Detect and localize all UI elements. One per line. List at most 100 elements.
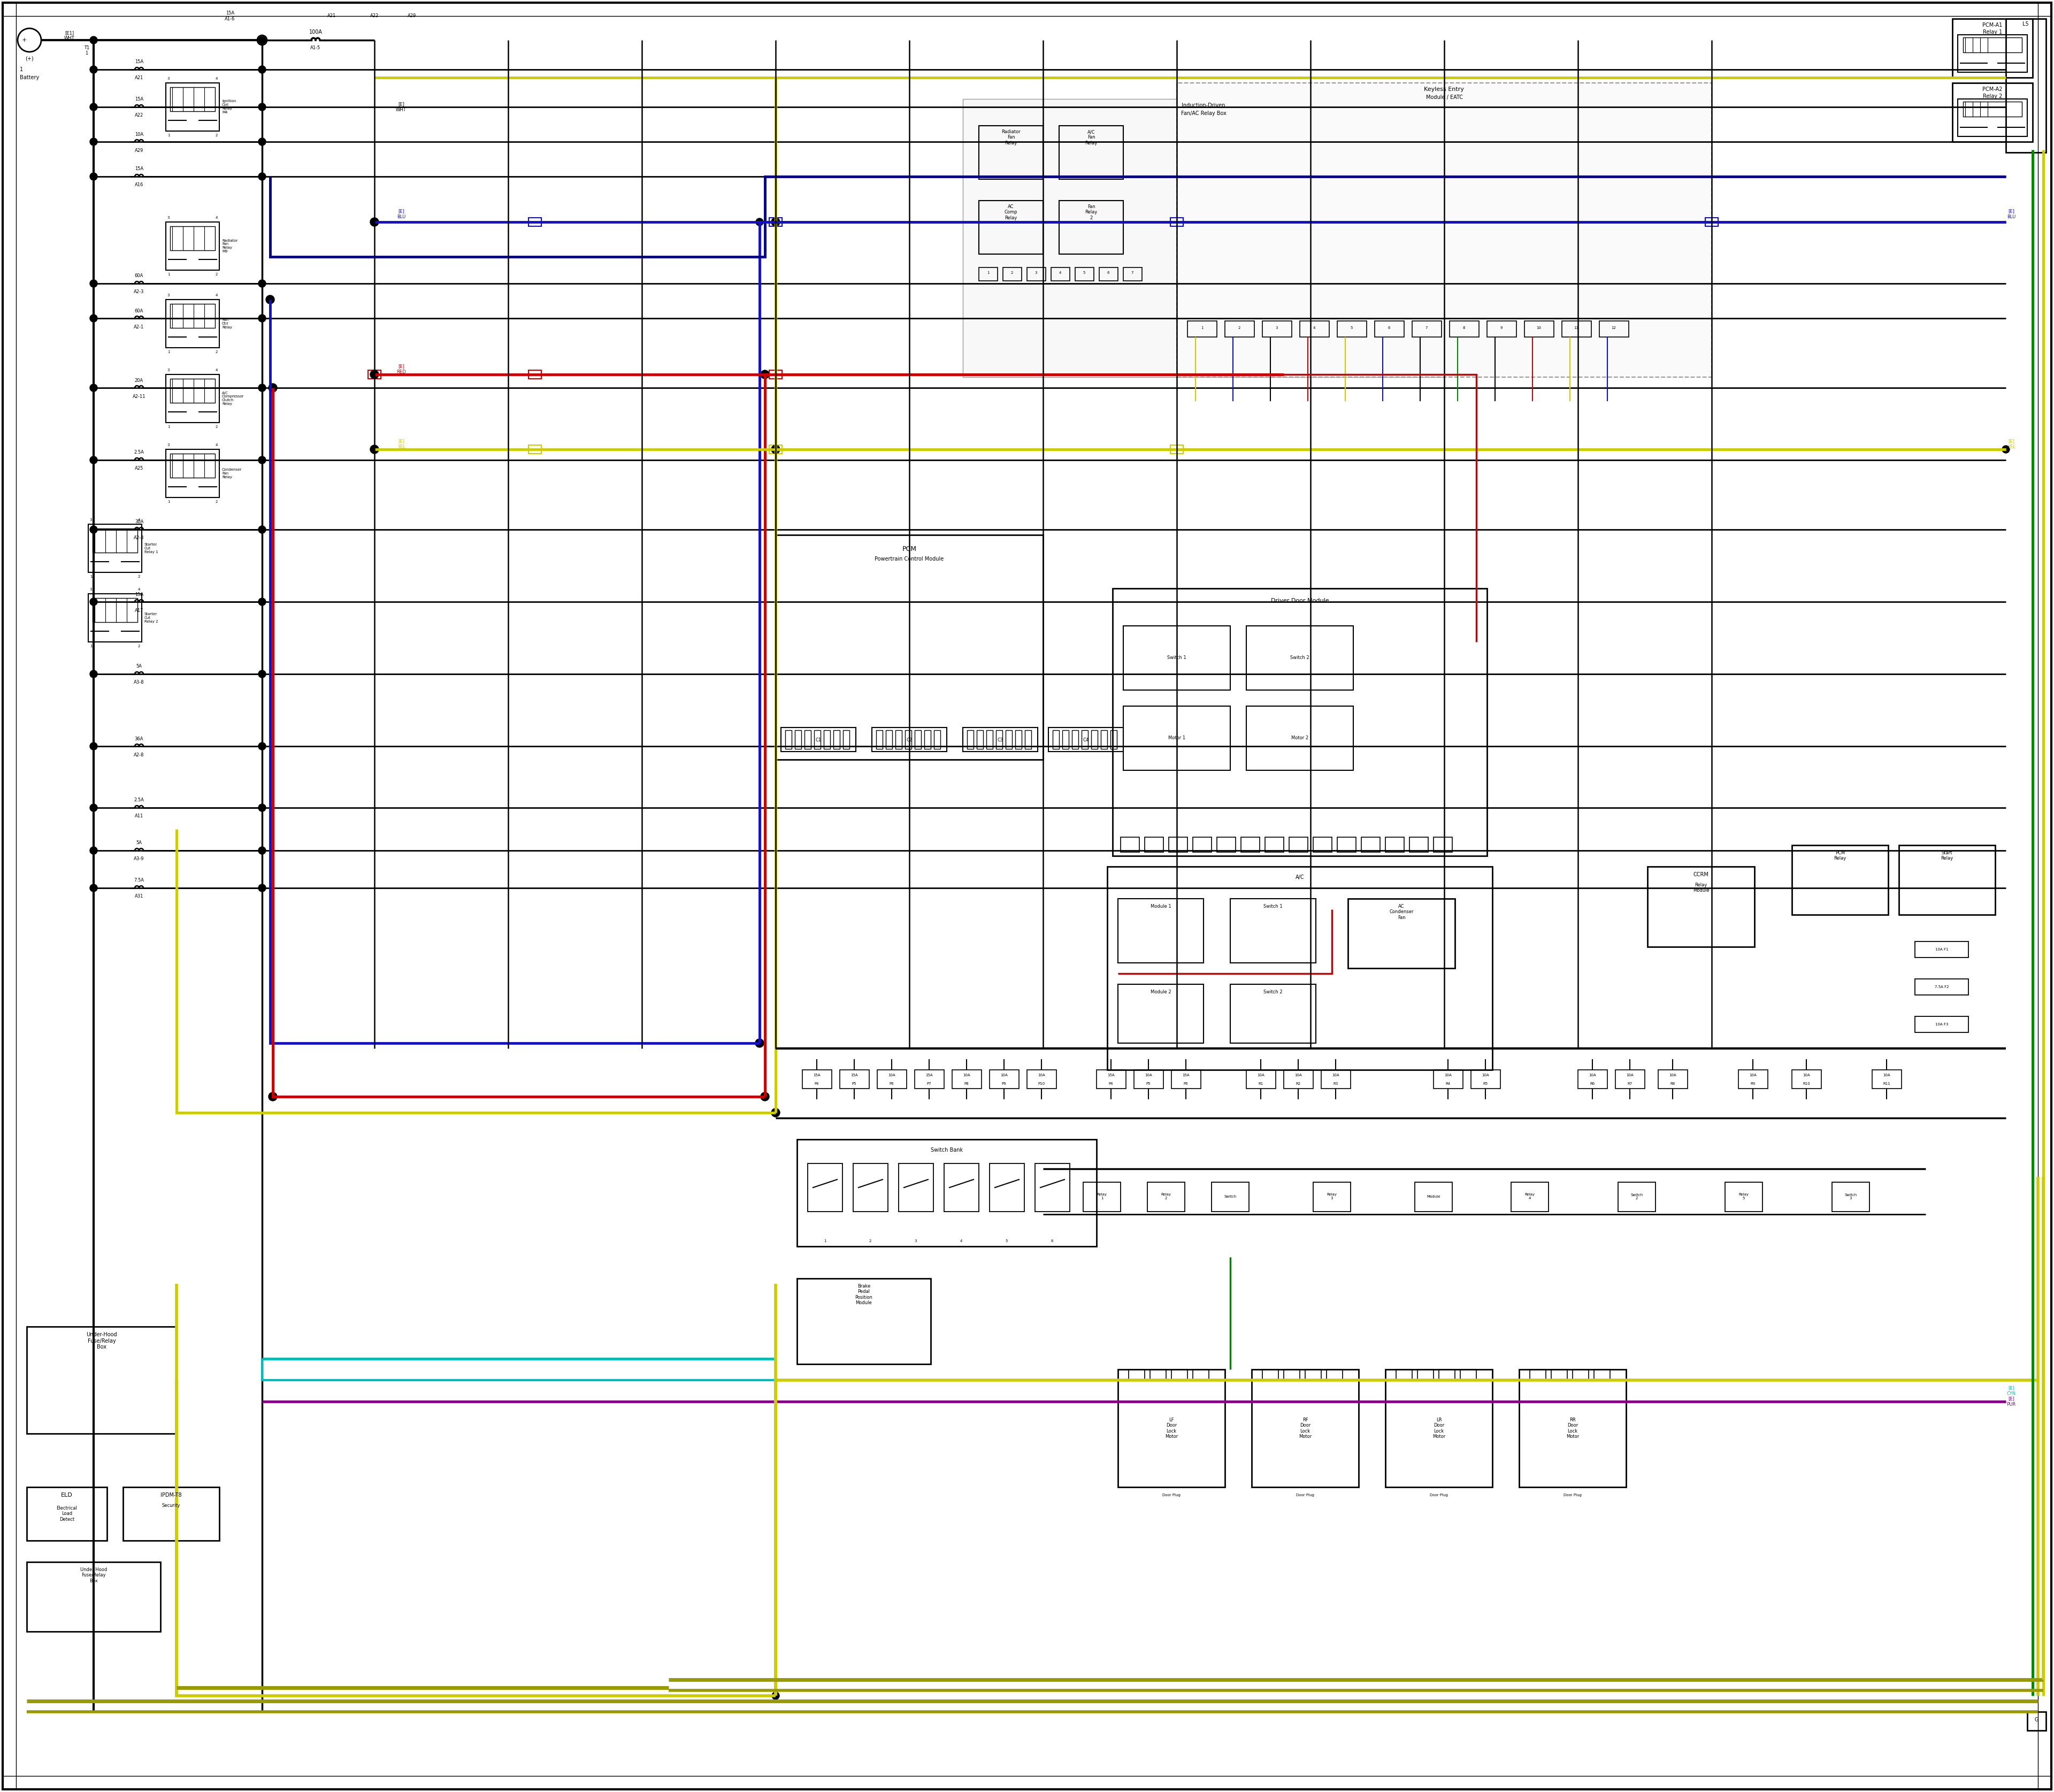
- Bar: [1169, 837, 1187, 853]
- Bar: [1460, 1369, 1477, 1380]
- Text: R5: R5: [1483, 1082, 1487, 1086]
- Text: R7: R7: [1627, 1082, 1633, 1086]
- Bar: [980, 125, 1043, 179]
- Text: Module: Module: [1428, 1195, 1440, 1199]
- Text: C4: C4: [1082, 737, 1089, 742]
- Bar: [840, 1070, 869, 1088]
- Bar: [1337, 837, 1356, 853]
- Text: Switch 2: Switch 2: [1290, 656, 1308, 661]
- Bar: [877, 1070, 906, 1088]
- Text: G: G: [2033, 1717, 2038, 1722]
- Bar: [1577, 1070, 1608, 1088]
- Text: C3: C3: [998, 737, 1002, 742]
- Text: 10A: 10A: [1670, 1073, 1676, 1077]
- Bar: [1725, 1183, 1762, 1211]
- Bar: [368, 371, 380, 378]
- Bar: [1384, 837, 1405, 853]
- Text: Driver Door Module: Driver Door Module: [1271, 599, 1329, 604]
- Text: 2: 2: [216, 351, 218, 353]
- Text: Relay 1: Relay 1: [1982, 29, 2003, 34]
- Bar: [1914, 941, 1968, 957]
- Bar: [1551, 1369, 1567, 1380]
- Text: Starter
Cut
Relay 1: Starter Cut Relay 1: [144, 543, 158, 554]
- Text: 36A: 36A: [136, 737, 144, 742]
- Bar: [914, 729, 920, 749]
- Text: 10A: 10A: [1444, 1073, 1452, 1077]
- Text: Electrical
Load
Detect: Electrical Load Detect: [58, 1505, 78, 1521]
- Bar: [1619, 1183, 1656, 1211]
- Text: Relay
2: Relay 2: [1161, 1193, 1171, 1201]
- Bar: [834, 729, 840, 749]
- Text: Relay
4: Relay 4: [1524, 1193, 1534, 1201]
- Text: 2.5A: 2.5A: [134, 797, 144, 803]
- Bar: [1060, 201, 1124, 254]
- Circle shape: [259, 383, 265, 392]
- Bar: [1898, 846, 1994, 914]
- Text: Relay
Module: Relay Module: [1692, 883, 1709, 892]
- Bar: [781, 728, 857, 751]
- Text: 1: 1: [824, 1240, 826, 1242]
- Text: 1: 1: [166, 425, 170, 428]
- Text: Keyless Entry: Keyless Entry: [1423, 86, 1465, 91]
- Bar: [1124, 706, 1230, 771]
- Bar: [1124, 625, 1230, 690]
- Bar: [1171, 1070, 1202, 1088]
- Text: 1: 1: [90, 645, 92, 647]
- Text: Door Plug: Door Plug: [1296, 1493, 1315, 1496]
- Text: 11: 11: [1573, 326, 1580, 330]
- Bar: [1134, 1070, 1163, 1088]
- Text: Fan
Ctrl
Relay: Fan Ctrl Relay: [222, 319, 232, 330]
- Text: R1: R1: [1259, 1082, 1263, 1086]
- Text: Switch: Switch: [1224, 1195, 1237, 1199]
- Bar: [166, 82, 220, 131]
- Text: A16: A16: [136, 183, 144, 188]
- Bar: [1417, 1369, 1434, 1380]
- Circle shape: [370, 371, 378, 378]
- Text: 7: 7: [1132, 271, 1134, 274]
- Bar: [1072, 729, 1078, 749]
- Bar: [1091, 729, 1097, 749]
- Bar: [914, 1070, 945, 1088]
- Bar: [27, 1487, 107, 1541]
- Bar: [990, 1070, 1019, 1088]
- Bar: [1953, 18, 2033, 77]
- Bar: [1216, 837, 1237, 853]
- Bar: [1520, 1369, 1627, 1487]
- Text: Relay
3: Relay 3: [1327, 1193, 1337, 1201]
- Bar: [813, 729, 820, 749]
- Bar: [1337, 321, 1366, 337]
- Text: [E]
PUR: [E] PUR: [2007, 1396, 2015, 1407]
- Text: Door Plug: Door Plug: [1563, 1493, 1582, 1496]
- Text: P8: P8: [963, 1082, 969, 1086]
- Bar: [1230, 898, 1317, 962]
- Text: 10A: 10A: [1884, 1073, 1890, 1077]
- Text: 1: 1: [1202, 326, 1204, 330]
- Bar: [1124, 267, 1142, 281]
- Bar: [1914, 1016, 1968, 1032]
- Text: C1: C1: [815, 737, 822, 742]
- Bar: [935, 729, 941, 749]
- Text: 2: 2: [216, 425, 218, 428]
- Text: 2.5A: 2.5A: [134, 450, 144, 455]
- Bar: [1614, 1070, 1645, 1088]
- Bar: [1957, 99, 2027, 136]
- Bar: [1025, 729, 1031, 749]
- Text: 10A: 10A: [136, 133, 144, 136]
- Text: 4: 4: [138, 588, 140, 591]
- Text: R6: R6: [1590, 1082, 1594, 1086]
- Text: 9: 9: [1499, 326, 1504, 330]
- Text: [E]
YEL: [E] YEL: [2007, 439, 2015, 450]
- Circle shape: [259, 66, 265, 73]
- Text: (+): (+): [25, 56, 33, 61]
- Circle shape: [269, 1093, 277, 1100]
- Text: PCM: PCM: [902, 545, 916, 552]
- Circle shape: [756, 219, 764, 226]
- Text: 2: 2: [1239, 326, 1241, 330]
- Text: 5: 5: [1082, 271, 1085, 274]
- Circle shape: [90, 848, 97, 855]
- Text: A22: A22: [136, 113, 144, 118]
- Text: LF
Door
Lock
Motor: LF Door Lock Motor: [1165, 1417, 1177, 1439]
- Text: AC
Comp
Relay: AC Comp Relay: [1004, 204, 1017, 220]
- Bar: [978, 729, 984, 749]
- Bar: [768, 371, 783, 378]
